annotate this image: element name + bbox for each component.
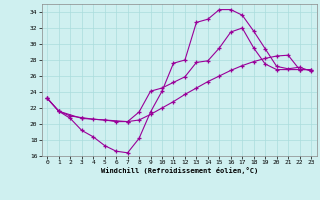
X-axis label: Windchill (Refroidissement éolien,°C): Windchill (Refroidissement éolien,°C) [100, 167, 258, 174]
